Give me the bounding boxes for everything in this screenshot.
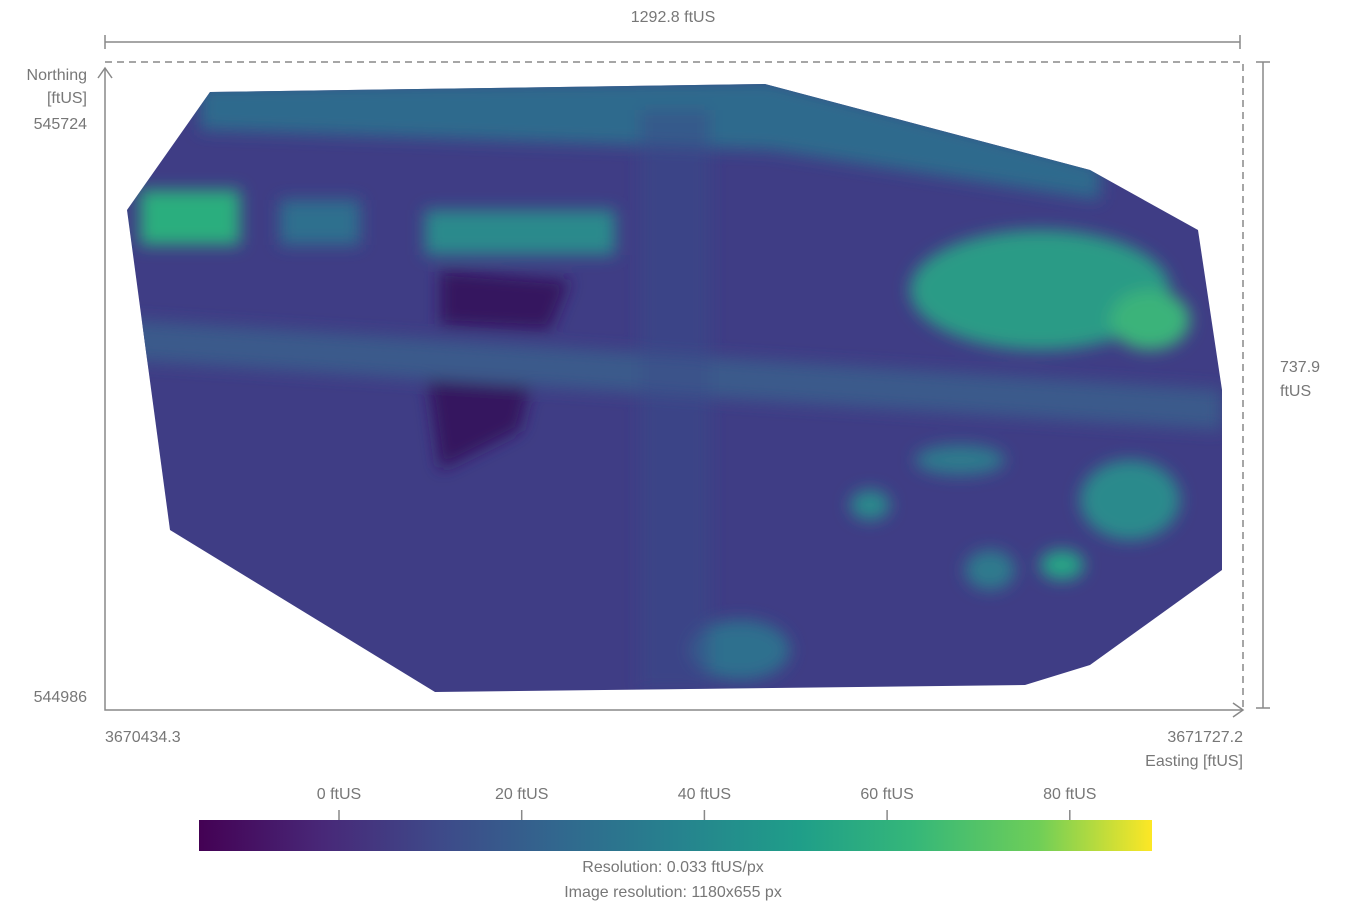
colorbar-label: 80 ftUS xyxy=(1043,786,1096,803)
dimension-height: 737.9 ftUS xyxy=(1256,62,1320,708)
axis-label: Northing xyxy=(27,67,87,84)
colorbar-label: 60 ftUS xyxy=(860,786,913,803)
dimension-width: 1292.8 ftUS xyxy=(105,9,1240,49)
colorbar: 0 ftUS 20 ftUS 40 ftUS 60 ftUS 80 ftUS xyxy=(199,786,1152,851)
image-resolution: Image resolution: 1180x655 px xyxy=(564,884,782,901)
height-label: 737.9 xyxy=(1280,359,1320,376)
resolution: Resolution: 0.033 ftUS/px xyxy=(582,859,763,876)
dsm-map-view: 1292.8 ftUS 737.9 ftUS Northing [ftUS] 5… xyxy=(0,0,1348,912)
colorbar-gradient xyxy=(199,820,1152,851)
colorbar-label: 40 ftUS xyxy=(678,786,731,803)
colorbar-label: 0 ftUS xyxy=(317,786,361,803)
axis-value: 3671727.2 xyxy=(1167,729,1243,746)
axis-value: 3670434.3 xyxy=(105,729,181,746)
colorbar-label: 20 ftUS xyxy=(495,786,548,803)
axis-label: [ftUS] xyxy=(47,90,87,107)
axis-value: 544986 xyxy=(34,689,87,706)
axis-value: 545724 xyxy=(34,116,87,133)
elevation-map xyxy=(120,80,1230,700)
width-label: 1292.8 ftUS xyxy=(631,9,716,26)
height-unit: ftUS xyxy=(1280,383,1311,400)
axis-label: Easting [ftUS] xyxy=(1145,753,1243,770)
